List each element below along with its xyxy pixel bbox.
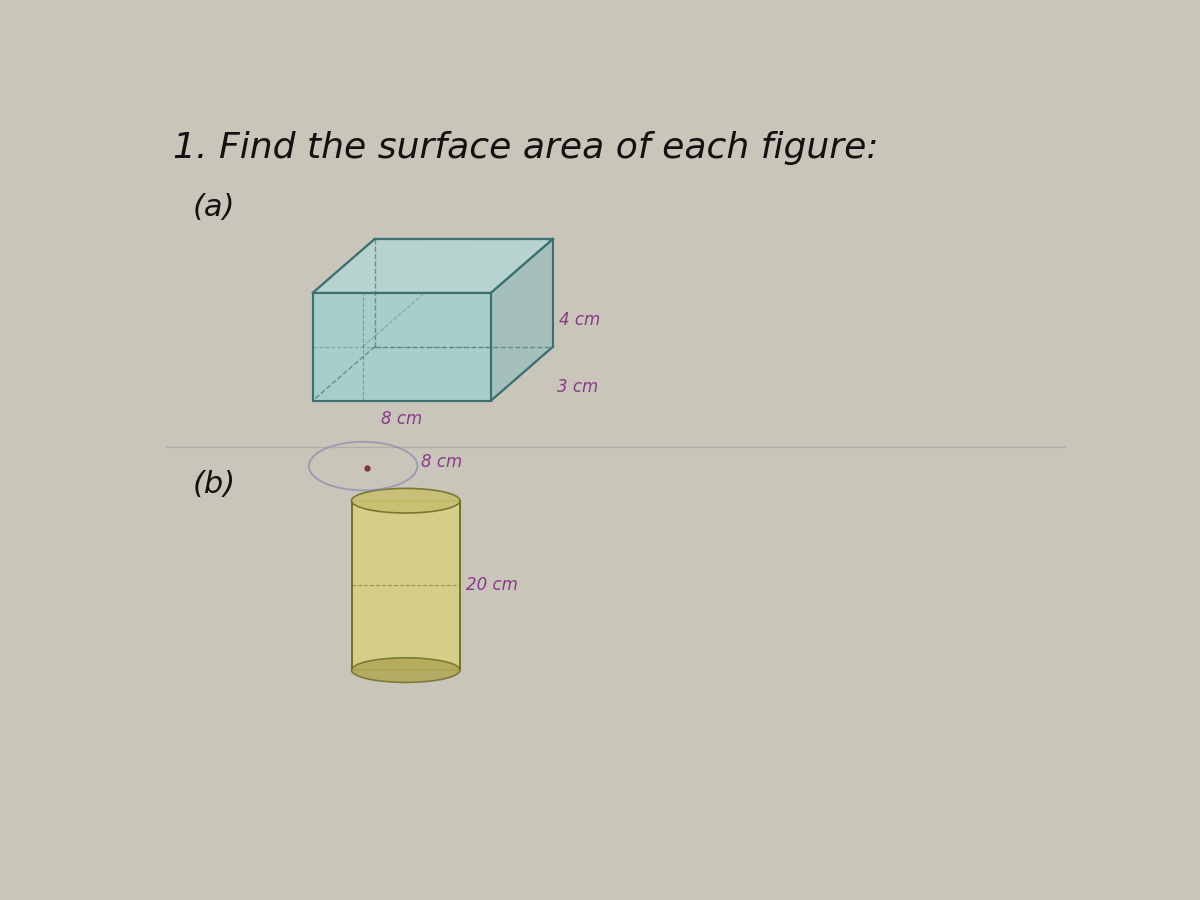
- Ellipse shape: [352, 489, 460, 513]
- Text: (b): (b): [193, 470, 235, 499]
- Ellipse shape: [352, 658, 460, 682]
- Text: 3 cm: 3 cm: [557, 377, 598, 395]
- Text: 20 cm: 20 cm: [466, 576, 518, 594]
- Polygon shape: [313, 238, 553, 292]
- Text: (a): (a): [193, 193, 235, 221]
- Text: 4 cm: 4 cm: [559, 310, 600, 328]
- Text: 8 cm: 8 cm: [382, 410, 422, 427]
- Text: 8 cm: 8 cm: [421, 454, 462, 472]
- Polygon shape: [491, 238, 553, 400]
- Text: 1. Find the surface area of each figure:: 1. Find the surface area of each figure:: [173, 131, 878, 165]
- Polygon shape: [352, 500, 460, 670]
- Polygon shape: [313, 292, 491, 400]
